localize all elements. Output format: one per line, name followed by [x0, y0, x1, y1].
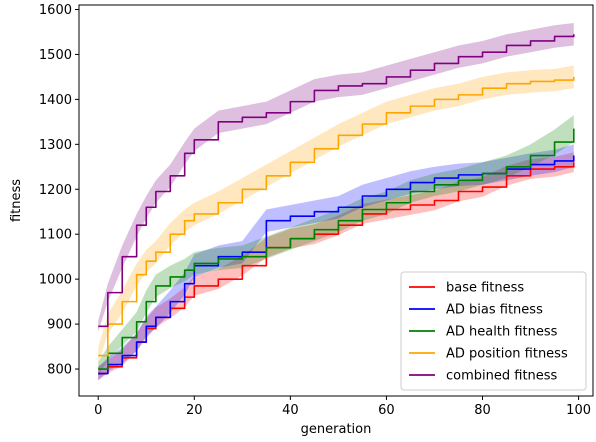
y-axis-ticks: 800 900 1000 1100 1200 1300 1400 1500 1600: [39, 3, 79, 378]
legend-label: AD position fitness: [446, 347, 568, 362]
legend: base fitness AD bias fitness AD health fit…: [400, 271, 587, 391]
band-ad-health-fitness: [98, 115, 574, 376]
y-tick-label: 1200: [39, 183, 72, 198]
line-combined-fitness: [98, 34, 575, 328]
y-tick-label: 1100: [39, 228, 72, 243]
x-tick-label: 40: [282, 403, 299, 418]
x-axis-label: generation: [301, 422, 372, 437]
series-lines: [98, 34, 575, 375]
legend-box: [400, 271, 587, 391]
x-tick-label: 80: [474, 403, 491, 418]
band-ad-position-fitness: [98, 65, 574, 364]
x-tick-label: 60: [378, 403, 395, 418]
x-tick-label: 0: [94, 403, 102, 418]
band-ad-bias-fitness: [98, 144, 574, 381]
line-ad-position-fitness: [98, 76, 575, 357]
y-tick-label: 1600: [39, 3, 72, 18]
y-tick-label: 800: [47, 363, 72, 378]
line-ad-health-fitness: [98, 128, 575, 370]
plot-frame: [78, 4, 594, 397]
legend-label: base fitness: [446, 281, 524, 296]
legend-label: combined fitness: [446, 369, 558, 384]
band-combined-fitness: [98, 22, 574, 332]
y-tick-label: 1400: [39, 93, 72, 108]
y-axis-label: fitness: [9, 179, 24, 222]
y-tick-label: 900: [47, 318, 72, 333]
x-tick-label: 20: [186, 403, 203, 418]
y-tick-label: 1500: [39, 48, 72, 63]
y-tick-label: 1300: [39, 138, 72, 153]
legend-label: AD bias fitness: [446, 303, 543, 318]
x-axis-ticks: 0 20 40 60 80 100: [94, 396, 591, 418]
x-tick-label: 100: [566, 403, 591, 418]
legend-label: AD health fitness: [446, 325, 558, 340]
y-tick-label: 1000: [39, 273, 72, 288]
